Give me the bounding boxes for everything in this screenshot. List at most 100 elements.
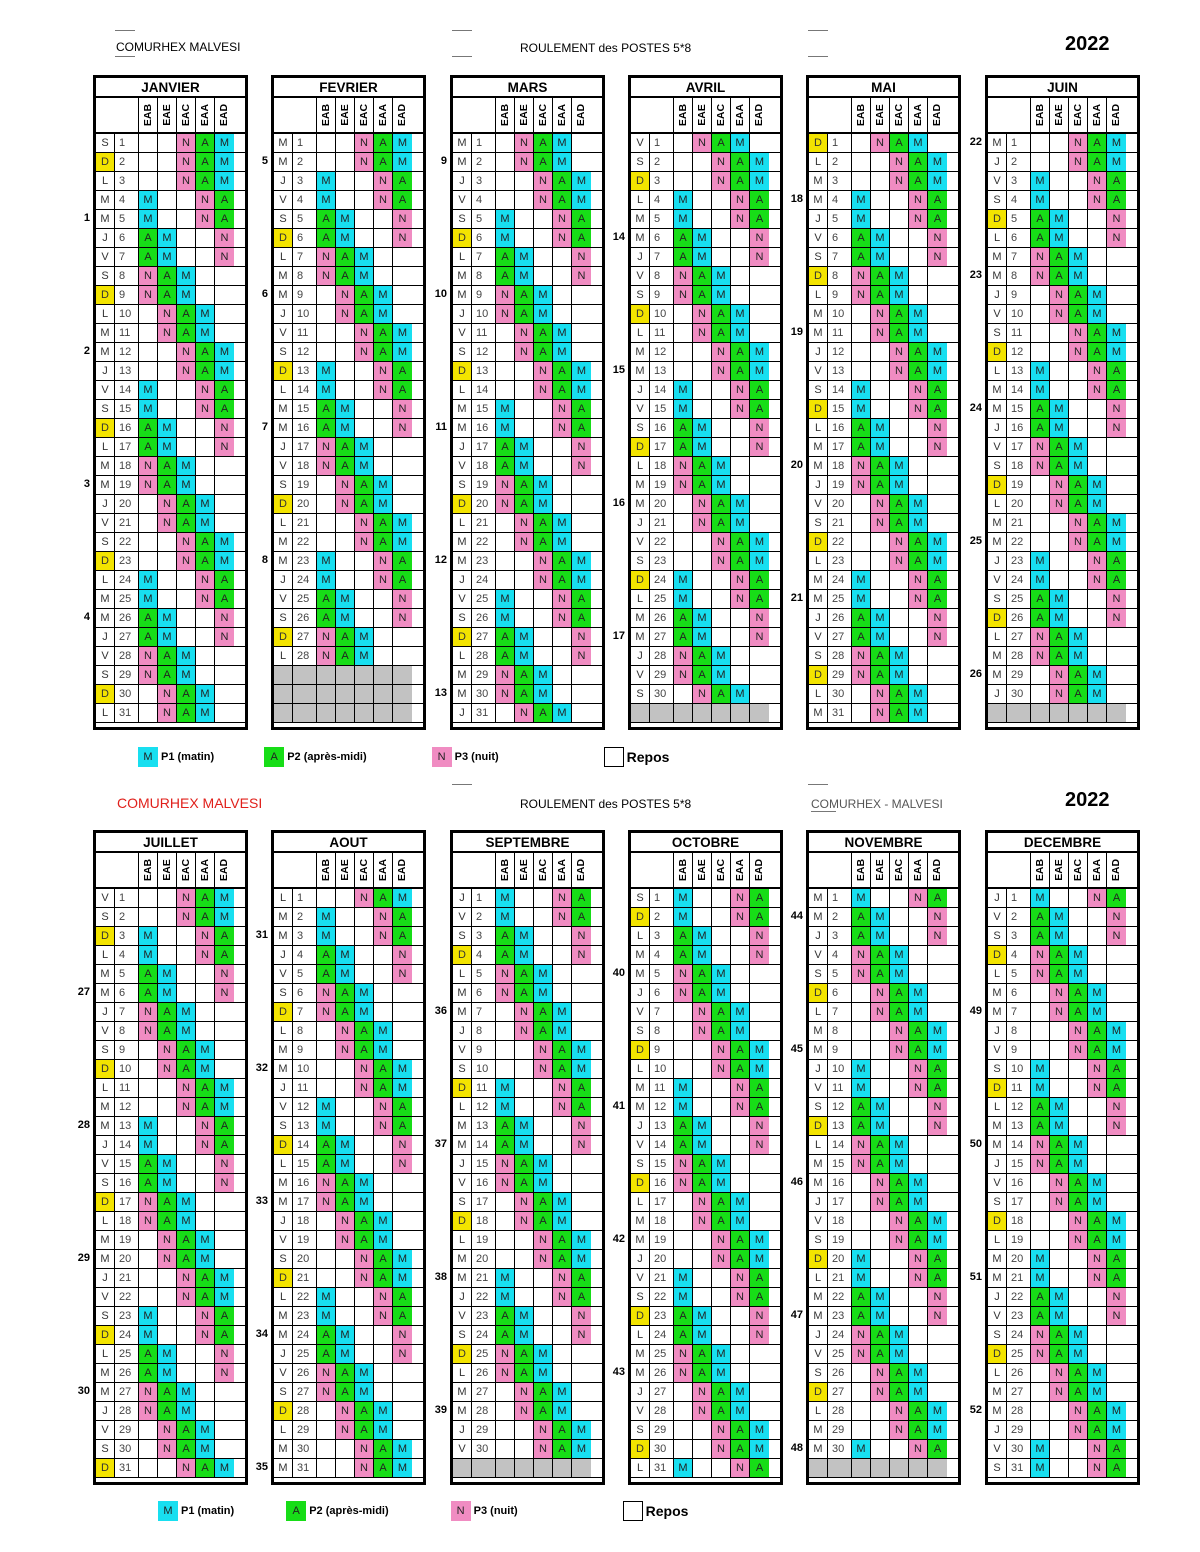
- shift-cell: A: [158, 666, 177, 684]
- shift-cell: N: [572, 946, 591, 964]
- shift-cell: [750, 704, 769, 722]
- shift-cell: A: [572, 609, 591, 627]
- weekday-letter: V: [631, 666, 650, 684]
- shift-cell: A: [1107, 889, 1126, 907]
- day-number: 30: [472, 1440, 496, 1458]
- weekday-letter: M: [274, 927, 293, 945]
- shift-cell: N: [731, 1079, 750, 1097]
- day-number: 13: [115, 362, 139, 380]
- day-row: D 16 A M N: [96, 419, 245, 438]
- header-rule: [452, 30, 472, 31]
- shift-cell: N: [693, 1193, 712, 1211]
- shift-cell: [1107, 1003, 1126, 1021]
- day-number: 25: [472, 590, 496, 608]
- day-number: 27: [1007, 628, 1031, 646]
- shift-cell: A: [139, 419, 158, 437]
- shift-cell: [890, 1459, 909, 1477]
- shift-cell: M: [871, 248, 890, 266]
- shift-cell: A: [693, 647, 712, 665]
- team-column-header: EAB: [1031, 98, 1050, 132]
- weekday-letter: L: [453, 381, 472, 399]
- shift-cell: [336, 927, 355, 945]
- legend-swatch-n: N: [431, 747, 452, 767]
- shift-cell: N: [1069, 1212, 1088, 1230]
- weekday-letter: M: [631, 1345, 650, 1363]
- blank-row: [453, 1459, 602, 1478]
- shift-cell: M: [336, 400, 355, 418]
- team-column-header: EAC: [712, 98, 731, 132]
- shift-cell: [871, 1212, 890, 1230]
- shift-cell: A: [355, 1421, 374, 1439]
- shift-cell: A: [909, 362, 928, 380]
- day-row: M 13 A M N: [453, 1117, 602, 1136]
- weekday-letter: D: [988, 210, 1007, 228]
- shift-cell: N: [731, 1269, 750, 1287]
- shift-cell: N: [515, 324, 534, 342]
- shift-cell: M: [393, 514, 412, 532]
- day-row: M 26 A M N: [96, 1364, 245, 1383]
- shift-cell: [139, 704, 158, 722]
- shift-cell: A: [890, 1003, 909, 1021]
- weekday-letter: J: [809, 1326, 828, 1344]
- weekday-letter: M: [809, 1421, 828, 1439]
- shift-cell: N: [177, 343, 196, 361]
- shift-cell: N: [750, 419, 769, 437]
- shift-cell: M: [890, 1155, 909, 1173]
- shift-cell: M: [196, 685, 215, 703]
- shift-cell: [393, 438, 412, 456]
- day-row: L 28 N A M: [809, 1402, 958, 1421]
- shift-cell: [196, 229, 215, 247]
- weekday-letter: S: [274, 343, 293, 361]
- shift-cell: N: [393, 590, 412, 608]
- shift-cell: N: [139, 1383, 158, 1401]
- team-column-header: EAB: [852, 98, 871, 132]
- shift-cell: M: [336, 1345, 355, 1363]
- shift-cell: A: [534, 1022, 553, 1040]
- shift-cell: M: [572, 1421, 591, 1439]
- shift-cell: A: [674, 438, 693, 456]
- team-header: EAB EAE EAC EAA EAD: [809, 853, 958, 889]
- shift-cell: M: [496, 609, 515, 627]
- shift-cell: A: [1088, 1402, 1107, 1420]
- shift-cell: A: [712, 324, 731, 342]
- shift-cell: M: [177, 476, 196, 494]
- shift-cell: [750, 476, 769, 494]
- shift-cell: M: [1031, 362, 1050, 380]
- shift-cell: [852, 324, 871, 342]
- day-number: 3: [115, 172, 139, 190]
- shift-cell: A: [1088, 1421, 1107, 1439]
- shift-cell: [731, 965, 750, 983]
- shift-cell: M: [712, 965, 731, 983]
- shift-cell: M: [750, 1060, 769, 1078]
- day-row: J 27 A M N: [96, 628, 245, 647]
- shift-cell: M: [177, 1402, 196, 1420]
- shift-cell: N: [852, 1155, 871, 1173]
- shift-cell: A: [158, 647, 177, 665]
- shift-cell: N: [674, 647, 693, 665]
- shift-cell: [393, 457, 412, 475]
- shift-cell: M: [374, 1022, 393, 1040]
- shift-cell: M: [393, 1250, 412, 1268]
- shift-cell: [712, 1459, 731, 1477]
- month-table: DECEMBRE EAB EAE EAC EAA EAD J 1 M N A V 2 A M N S 3 A M N D 4…: [985, 830, 1140, 1485]
- day-row: M 13 A M N: [988, 1117, 1137, 1136]
- day-number: 13: [828, 1117, 852, 1135]
- day-row: L 18 N A M: [631, 457, 780, 476]
- shift-cell: M: [1050, 908, 1069, 926]
- shift-cell: [139, 514, 158, 532]
- shift-cell: M: [177, 1383, 196, 1401]
- shift-cell: [158, 889, 177, 907]
- shift-cell: [158, 134, 177, 152]
- weekday-letter: S: [453, 1326, 472, 1344]
- shift-cell: N: [317, 248, 336, 266]
- shift-cell: [534, 1117, 553, 1135]
- shift-cell: [928, 457, 947, 475]
- shift-cell: M: [1069, 438, 1088, 456]
- shift-cell: [317, 704, 336, 722]
